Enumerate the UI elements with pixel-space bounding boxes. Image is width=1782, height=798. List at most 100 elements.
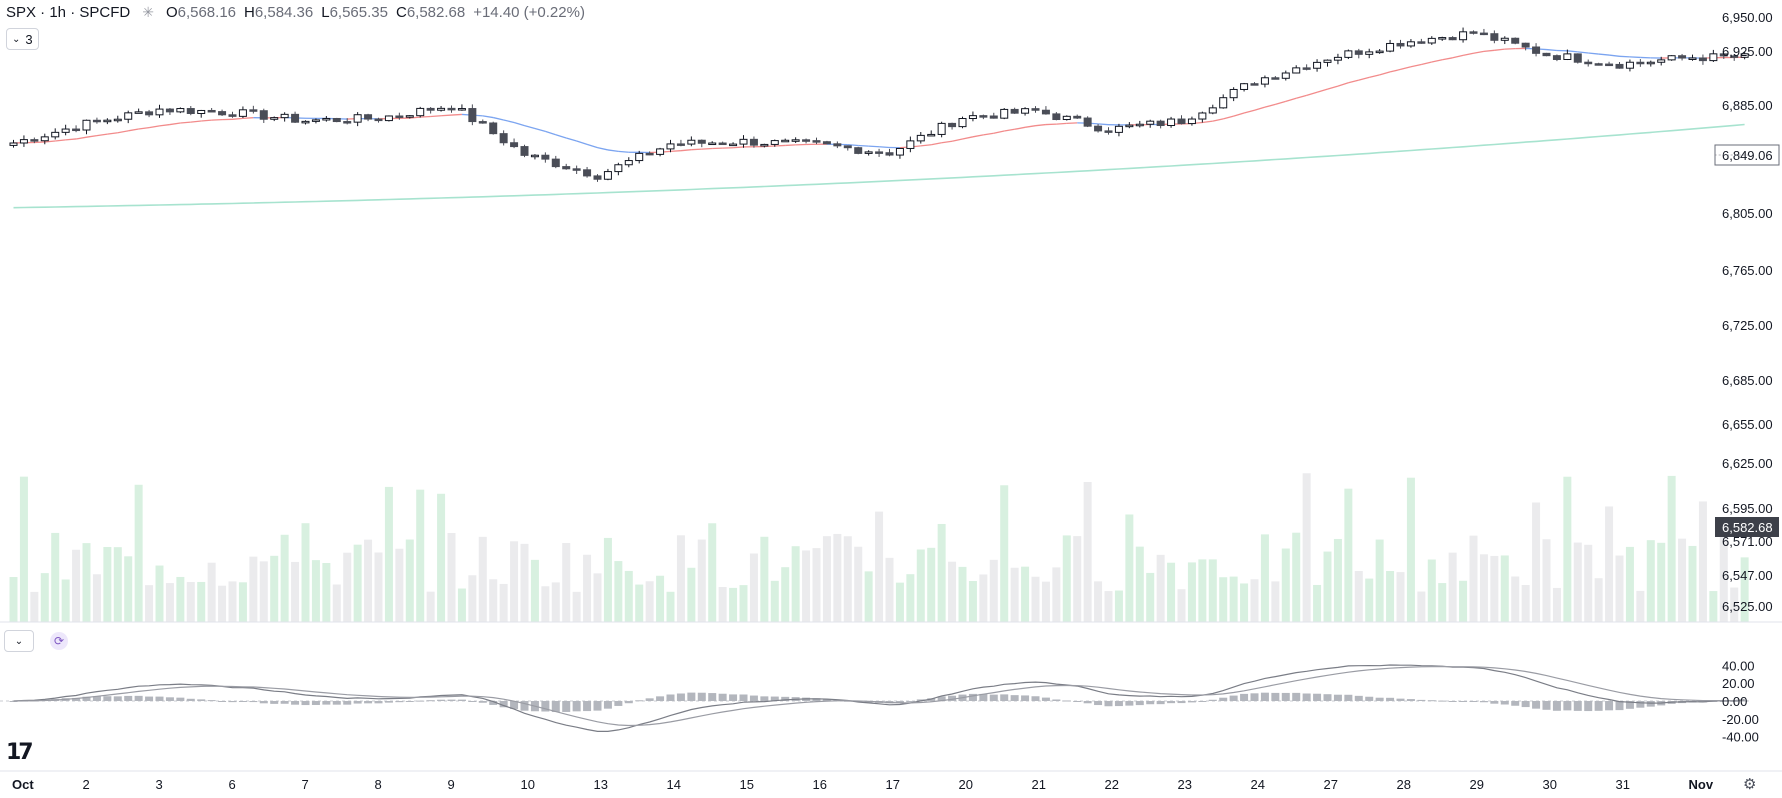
- sync-icon[interactable]: ⟳: [50, 632, 68, 650]
- macd-histogram-bar: [364, 701, 373, 704]
- volume-bar: [770, 580, 779, 622]
- candle-body: [520, 146, 529, 156]
- ema-segment: [1431, 59, 1443, 63]
- price-tick-label: 6,595.00: [1722, 501, 1773, 516]
- macd-histogram-bar: [1719, 700, 1728, 702]
- low-value: 6,565.35: [329, 4, 388, 21]
- candle-body: [656, 148, 665, 155]
- volume-bar: [280, 534, 289, 622]
- candle-body: [353, 114, 362, 123]
- candle-body: [968, 115, 977, 120]
- macd-histogram-bar: [1605, 701, 1614, 711]
- ema-segment: [55, 139, 66, 142]
- ema-segment: [1379, 71, 1391, 76]
- volume-bar: [760, 536, 769, 622]
- macd-histogram-bar: [1094, 701, 1103, 706]
- ema-segment: [555, 134, 567, 139]
- macd-histogram-bar: [1396, 698, 1405, 701]
- candle-body: [61, 128, 70, 133]
- macd-histogram-bar: [374, 701, 383, 704]
- indicators-toggle-button[interactable]: ⌄ 3: [6, 28, 39, 50]
- ema-segment: [774, 144, 786, 147]
- macd-collapse-button[interactable]: ⌄: [4, 630, 34, 652]
- ema-segment: [1348, 79, 1359, 84]
- price-tick-label: 6,685.00: [1722, 373, 1773, 388]
- macd-histogram-bar: [948, 695, 957, 701]
- candle-body: [113, 118, 122, 122]
- macd-histogram-bar: [1229, 695, 1238, 701]
- ema-segment: [420, 115, 431, 118]
- macd-histogram-bar: [134, 695, 143, 701]
- candle-body: [812, 140, 821, 143]
- volume-bar: [1636, 590, 1645, 622]
- volume-bar: [718, 587, 727, 622]
- macd-histogram-bar: [562, 701, 571, 712]
- candle-body: [1417, 41, 1426, 44]
- symbol-title[interactable]: SPX · 1h · SPCFD: [6, 4, 131, 21]
- macd-histogram-bar: [1344, 694, 1353, 701]
- price-tick-label: 6,885.00: [1722, 98, 1773, 113]
- macd-histogram-bar: [708, 693, 717, 701]
- volume-bar: [40, 573, 49, 622]
- volume-bar: [1552, 587, 1561, 622]
- volume-bar: [624, 570, 633, 622]
- ema-segment: [1223, 115, 1234, 120]
- volume-bar: [82, 543, 91, 622]
- volume-bar: [937, 523, 946, 622]
- candle-body: [311, 119, 320, 122]
- volume-bar: [457, 588, 466, 622]
- macd-histogram-bar: [822, 699, 831, 701]
- price-tick-label: 6,805.00: [1722, 206, 1773, 221]
- macd-histogram-bar: [603, 701, 612, 709]
- ema-segment: [148, 125, 160, 129]
- candle-body: [687, 139, 696, 145]
- volume-bar: [228, 581, 237, 622]
- candle-body: [645, 152, 654, 156]
- tradingview-logo-icon[interactable]: 17: [6, 740, 34, 765]
- ema-segment: [1442, 57, 1453, 61]
- macd-histogram-bar: [645, 698, 654, 701]
- macd-histogram-bar: [468, 701, 477, 702]
- volume-bar: [854, 546, 863, 622]
- gear-icon[interactable]: ⚙: [1743, 776, 1757, 793]
- candle-body: [1730, 55, 1739, 58]
- ema-segment: [764, 145, 775, 148]
- volume-bar: [551, 582, 560, 622]
- macd-histogram-bar: [1167, 701, 1176, 704]
- ema-segment: [1608, 54, 1620, 57]
- ema-segment: [1421, 61, 1432, 66]
- price-tick-label: 6,625.00: [1722, 456, 1773, 471]
- macd-histogram-bar: [1083, 701, 1092, 704]
- ema-segment: [1212, 118, 1224, 122]
- macd-histogram-bar: [1521, 701, 1530, 708]
- volume-bar: [1479, 554, 1488, 622]
- macd-histogram-bar: [937, 696, 946, 701]
- macd-histogram-bar: [82, 696, 91, 701]
- volume-bar: [1104, 591, 1113, 622]
- volume-bar: [176, 576, 185, 622]
- snowflake-icon[interactable]: ✳: [142, 4, 154, 20]
- candle-body: [19, 139, 28, 144]
- macd-histogram-bar: [583, 701, 592, 712]
- candle-body: [603, 171, 612, 180]
- candle-body: [468, 108, 477, 123]
- macd-histogram-bar: [1563, 701, 1572, 711]
- ema-segment: [1337, 82, 1349, 87]
- candle-body: [958, 118, 967, 128]
- macd-histogram-bar: [1021, 695, 1030, 701]
- volume-bar: [603, 537, 612, 622]
- candle-body: [1636, 61, 1645, 65]
- macd-histogram-bar: [332, 701, 341, 705]
- candle-body: [238, 109, 247, 117]
- macd-histogram-bar: [1313, 693, 1322, 701]
- volume-bar: [1417, 591, 1426, 622]
- macd-histogram-bar: [353, 701, 362, 704]
- macd-histogram-bar: [1584, 701, 1593, 712]
- volume-bar: [1062, 535, 1071, 622]
- volume-bar: [875, 511, 884, 622]
- candle-body: [1229, 88, 1238, 99]
- price-tick-label: 6,950.00: [1722, 10, 1773, 25]
- macd-histogram-bar: [1114, 701, 1123, 707]
- candle-body: [343, 121, 352, 124]
